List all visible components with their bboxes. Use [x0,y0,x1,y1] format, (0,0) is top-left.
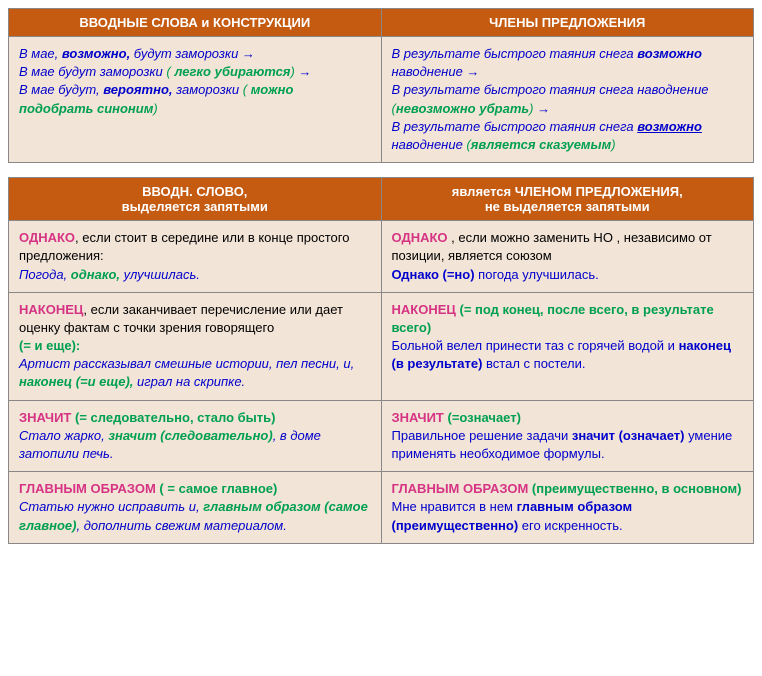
text: ГЛАВНЫМ ОБРАЗОМ [19,481,156,496]
text: ) [517,410,521,425]
t1-cell-right: В результате быстрого таяния снега возмо… [381,37,754,163]
text: ) [153,101,157,116]
text: выделяется запятыми [122,199,268,214]
arrow-icon: → [466,64,479,79]
text: ) [427,320,431,335]
t2-r3-right: ЗНАЧИТ (=означает) Правильное решение за… [381,400,754,472]
t2-r4-left: ГЛАВНЫМ ОБРАЗОМ ( = самое главное) Стать… [9,472,382,544]
text: играл на скрипке. [133,374,245,389]
arrow-icon: → [537,101,550,116]
text: Мне нравится в нем [392,499,517,514]
text: В результате быстрого таяния снега навод… [392,82,709,97]
t2-header-right: является ЧЛЕНОМ ПРЕДЛОЖЕНИЯ, не выделяет… [381,178,754,221]
text: ОДНАКО [19,230,75,245]
text: наводнение [392,64,467,79]
text: однако, [71,267,120,282]
text: ЗНАЧИТ [392,410,444,425]
text: ): [72,338,81,353]
text: погода улучшилась. [475,267,599,282]
text: В результате быстрого таяния снега [392,46,638,61]
text: =означает [452,410,517,425]
table-2: ВВОДН. СЛОВО, выделяется запятыми являет… [8,177,754,544]
text: легко убираются [174,64,290,79]
t1-header-left: ВВОДНЫЕ СЛОВА и КОНСТРУКЦИИ [9,9,382,37]
text: заморозки [173,82,243,97]
text: Погода, [19,267,71,282]
t2-r1-right: ОДНАКО , если можно заменить НО , незави… [381,221,754,293]
text: ГЛАВНЫМ ОБРАЗОМ [392,481,529,496]
table-1: ВВОДНЫЕ СЛОВА и КОНСТРУКЦИИ ЧЛЕНЫ ПРЕДЛО… [8,8,754,163]
t2-r2-left: НАКОНЕЦ, если заканчивает перечисление и… [9,292,382,400]
text: ) [271,410,275,425]
t2-r2-right: НАКОНЕЦ (= под конец, после всего, в рез… [381,292,754,400]
text: значит (следовательно) [108,428,272,443]
text: вероятно, [103,82,172,97]
text: Стало жарко, [19,428,108,443]
text: возможно [637,46,702,61]
text: преимущественно, в основном [536,481,737,496]
text: Однако (=но) [392,267,475,282]
t2-r1-left: ОДНАКО, если стоит в середине или в конц… [9,221,382,293]
t2-header-left: ВВОДН. СЛОВО, выделяется запятыми [9,178,382,221]
text: = следовательно, стало быть [79,410,271,425]
text: ) [273,481,277,496]
text: = самое главное [167,481,273,496]
text: ) [529,101,537,116]
text: ( [444,410,452,425]
text: НАКОНЕЦ [392,302,456,317]
text: В мае будут, [19,82,103,97]
text: ВВОДН. СЛОВО, [142,184,247,199]
text: является ЧЛЕНОМ ПРЕДЛОЖЕНИЯ, [452,184,683,199]
text: Больной велел принести таз с горячей вод… [392,338,679,353]
text: встал с постели. [482,356,585,371]
spacer [8,163,754,177]
text: ( [456,302,464,317]
text: ( [243,82,251,97]
text: не выделяется запятыми [485,199,650,214]
text: = и еще [23,338,71,353]
text: ) [611,137,615,152]
t2-r4-right: ГЛАВНЫМ ОБРАЗОМ (преимущественно, в осно… [381,472,754,544]
text: невозможно убрать [396,101,529,116]
text: ( [156,481,168,496]
text: Артист рассказывал смешные истории, пел … [19,356,354,371]
text: значит (означает) [572,428,685,443]
text: В результате быстрого таяния снега [392,119,638,134]
text: ) [737,481,741,496]
t1-cell-left: В мае, возможно, будут заморозки → В мае… [9,37,382,163]
text: возможно, [62,46,130,61]
text: возможно [637,119,702,134]
text: В мае, [19,46,62,61]
arrow-icon: → [298,64,311,79]
t2-r3-left: ЗНАЧИТ (= следовательно, стало быть) Ста… [9,400,382,472]
text: будут заморозки [130,46,242,61]
text: НАКОНЕЦ [19,302,83,317]
text: наконец (=и еще), [19,374,133,389]
text: ( [163,64,175,79]
text: его искренность. [518,518,622,533]
text: улучшилась. [120,267,200,282]
text: наводнение [392,137,467,152]
text: Правильное решение задачи [392,428,572,443]
text: Статью нужно исправить и, [19,499,203,514]
text: является сказуемым [471,137,612,152]
text: , дополнить свежим материалом. [76,518,286,533]
text: ЗНАЧИТ [19,410,71,425]
arrow-icon: → [242,46,255,61]
t1-header-right: ЧЛЕНЫ ПРЕДЛОЖЕНИЯ [381,9,754,37]
text: В мае будут заморозки [19,64,163,79]
text: ОДНАКО [392,230,448,245]
